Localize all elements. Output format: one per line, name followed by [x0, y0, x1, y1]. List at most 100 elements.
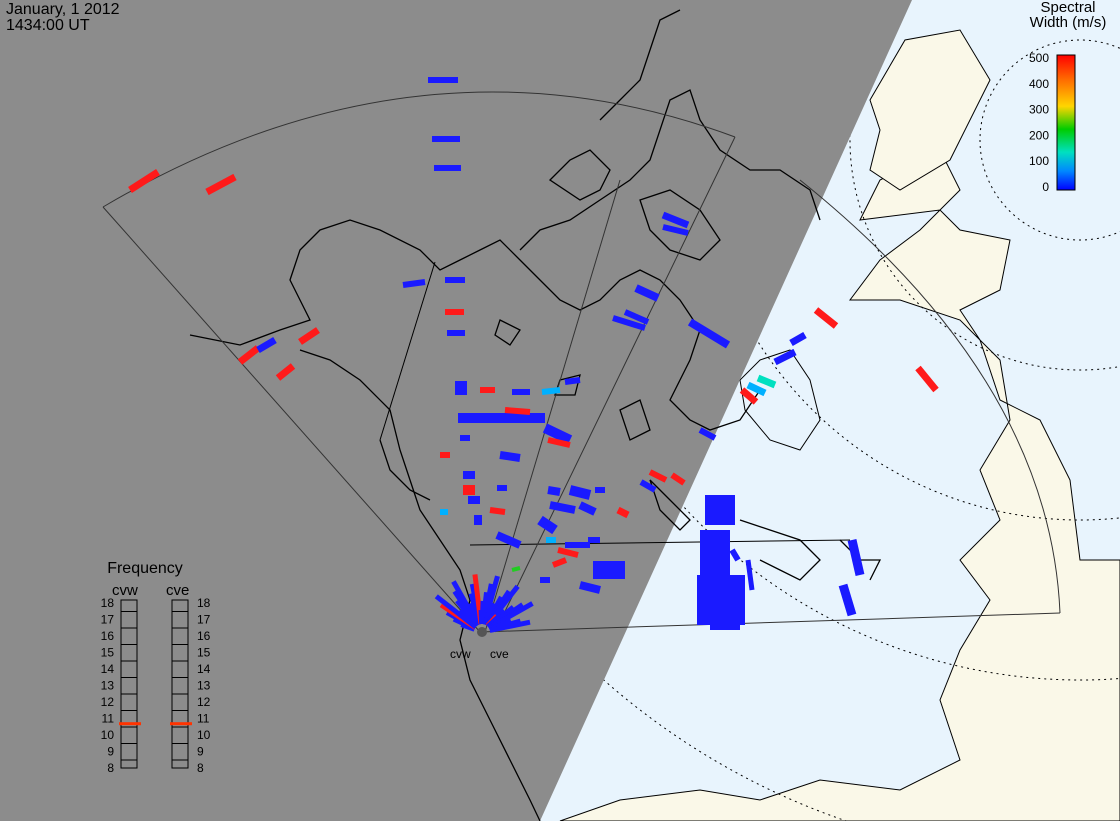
freq-tick-cvw: 16	[101, 629, 115, 643]
timestamp: January, 1 2012 1434:00 UT	[6, 2, 120, 34]
echo-segment	[612, 315, 646, 331]
land-day	[559, 149, 1120, 821]
echo-segment	[568, 485, 592, 500]
radar-site-cvw	[477, 627, 487, 637]
frequency-title: Frequency	[107, 560, 183, 577]
hudson-bay-water	[739, 349, 821, 451]
echo-segment	[662, 224, 689, 236]
echo-segment	[537, 515, 558, 535]
freq-tick-cvw: 18	[101, 596, 115, 610]
colorbar-gradient	[1056, 54, 1076, 191]
latitude-circles	[359, 0, 1120, 821]
freq-indicator-cve	[170, 722, 192, 726]
echo-segment	[661, 211, 690, 229]
colorbar-tick-label: 0	[1042, 180, 1049, 194]
echo-segment	[495, 531, 522, 549]
freq-tick-cvw: 10	[101, 728, 115, 742]
night-shade	[0, 0, 912, 821]
radar-label-cve: cve	[490, 647, 509, 661]
echo-segment	[639, 479, 657, 493]
echo-segment	[634, 284, 660, 302]
freq-tick-cve: 14	[197, 662, 211, 676]
echo-segment	[813, 307, 839, 329]
echo-segment	[847, 538, 865, 577]
echo-segment	[275, 363, 296, 381]
freq-tick-cve: 16	[197, 629, 211, 643]
greenland-day	[869, 29, 991, 191]
colorbar-tick-label: 300	[1029, 103, 1049, 117]
echo-segment	[237, 345, 261, 365]
echo-segment	[557, 547, 579, 558]
colorbar-title-line2: Width (m/s)	[1029, 14, 1107, 31]
colorbar-tick-label: 200	[1029, 128, 1049, 142]
echo-segment	[746, 381, 767, 397]
echo-segment	[739, 387, 759, 405]
colorbar-ticks: 500 400 300 200 100 0	[1029, 51, 1049, 194]
echo-segment	[670, 472, 686, 486]
freq-west-label: cvw	[112, 582, 138, 599]
freq-tick-cvw: 11	[102, 712, 115, 726]
echo-segment	[542, 423, 573, 445]
echo-segment	[756, 374, 777, 389]
freq-tick-cvw: 17	[101, 613, 115, 627]
echo-segment	[504, 407, 531, 415]
echo-segment	[623, 309, 650, 325]
colorbar-title-line1: Spectral	[1040, 0, 1096, 16]
freq-indicator-cvw	[119, 722, 141, 726]
frequency-panel: cvw cve 18 18 17 17 16 16 15 15 14 14 13 13 12 12 11 11…	[101, 582, 211, 775]
echo-segment	[773, 348, 797, 366]
freq-ticks: 18 18 17 17 16 16 15 15 14 14 13 13 12 12 11 11 10 10 9 9 8 8	[101, 596, 211, 775]
echo-segment	[298, 327, 320, 345]
colorbar-tick-label: 500	[1029, 51, 1049, 65]
echo-segment	[128, 169, 160, 193]
echo-segment	[578, 501, 597, 516]
echo-segment	[547, 437, 571, 448]
colorbar: 500 400 300 200 100 0	[1029, 51, 1076, 194]
date-label: January, 1 2012	[6, 1, 120, 18]
freq-tick-cvw: 8	[107, 761, 114, 775]
freq-tick-cvw: 15	[101, 646, 115, 660]
fov-outline	[102, 91, 1061, 633]
freq-tick-cvw: 14	[101, 662, 115, 676]
freq-tick-cve: 15	[197, 646, 211, 660]
echo-segment	[648, 469, 668, 483]
echo-segment	[698, 427, 717, 441]
echo-segment	[745, 559, 755, 591]
freq-tick-cve: 17	[197, 613, 211, 627]
echo-segment	[549, 501, 576, 514]
freq-tick-cve: 10	[197, 728, 211, 742]
echo-near-range	[489, 619, 531, 633]
colorbar-tick-label: 100	[1029, 154, 1049, 168]
freq-tick-cve: 18	[197, 596, 211, 610]
echo-segment	[205, 173, 237, 196]
freq-box-cve	[171, 599, 189, 769]
freq-tick-cve: 8	[197, 761, 204, 775]
echo-segment	[499, 451, 521, 462]
echo-segment	[915, 365, 939, 393]
boundaries	[379, 261, 851, 546]
freq-east-label: cve	[166, 582, 189, 599]
freq-box-cvw	[120, 599, 138, 769]
colorbar-tick-label: 400	[1029, 77, 1049, 91]
echo-segment	[489, 507, 506, 515]
time-label: 1434:00 UT	[6, 17, 90, 34]
freq-tick-cve: 9	[197, 745, 204, 759]
freq-tick-cvw: 13	[101, 679, 115, 693]
echo-segment	[687, 318, 731, 349]
echo-layer	[128, 77, 939, 633]
echo-segment	[564, 377, 581, 385]
echo-segment	[547, 486, 561, 496]
echo-segment	[789, 331, 807, 347]
colorbar-title: Spectral Width (m/s)	[1016, 0, 1120, 30]
echo-segment	[256, 336, 277, 354]
freq-tick-cvw: 12	[101, 695, 115, 709]
freq-tick-cve: 13	[197, 679, 211, 693]
echo-segment	[729, 548, 741, 562]
echo-segment	[402, 279, 426, 288]
echo-segment	[616, 506, 630, 519]
echo-segment	[579, 581, 601, 594]
radar-label-cvw: cvw	[450, 647, 471, 661]
freq-tick-cve: 12	[197, 695, 211, 709]
echo-segment	[541, 387, 561, 395]
